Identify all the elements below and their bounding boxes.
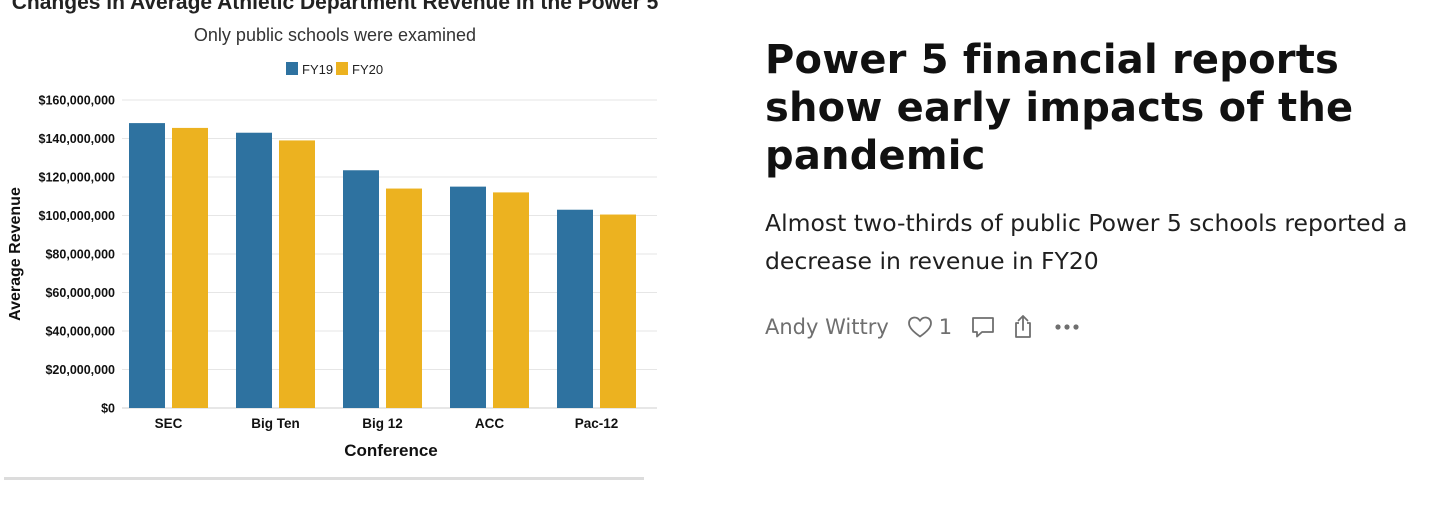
like-button[interactable]: 1: [907, 315, 970, 339]
more-icon[interactable]: [1054, 322, 1080, 332]
bar-fy20-big-12: [386, 188, 422, 408]
y-axis-ticks: $0 $20,000,000 $40,000,000 $60,000,000 $80,0…: [39, 94, 116, 416]
bar-fy20-pac-12: [600, 214, 636, 408]
bar-fy19-pac-12: [557, 209, 593, 408]
post-subtitle: Almost two-thirds of public Power 5 scho…: [765, 209, 1408, 275]
post-preview[interactable]: Power 5 financial reports show early imp…: [765, 36, 1450, 342]
y-tick-label: $60,000,000: [45, 286, 115, 300]
share-icon[interactable]: [1012, 314, 1034, 340]
revenue-chart: Changes in Average Athletic Department R…: [4, 0, 659, 480]
bar-fy19-big-ten: [236, 132, 272, 408]
legend-label-fy20: FY20: [352, 62, 383, 77]
bar-fy19-sec: [129, 123, 165, 408]
chart-thumbnail[interactable]: Changes in Average Athletic Department R…: [0, 0, 664, 490]
legend-label-fy19: FY19: [302, 62, 333, 77]
bar-fy20-acc: [493, 192, 529, 408]
bar-fy20-sec: [172, 127, 208, 408]
y-tick-label: $140,000,000: [39, 132, 116, 146]
chart-legend: FY19 FY20: [286, 62, 383, 77]
chart-title: Changes in Average Athletic Department R…: [12, 0, 659, 14]
chart-subtitle: Only public schools were examined: [194, 25, 476, 45]
legend-swatch-fy19: [286, 62, 298, 75]
y-tick-label: $20,000,000: [45, 363, 115, 377]
y-tick-label: $160,000,000: [39, 94, 116, 108]
x-tick-label: Pac-12: [575, 416, 619, 431]
x-tick-label: SEC: [155, 416, 183, 431]
x-axis-ticks: SEC Big Ten Big 12 ACC Pac-12: [155, 416, 619, 431]
y-tick-label: $80,000,000: [45, 248, 115, 262]
x-axis-label: Conference: [344, 441, 438, 460]
post-title[interactable]: Power 5 financial reports show early imp…: [765, 37, 1354, 179]
heart-icon: [907, 315, 933, 339]
like-count: 1: [938, 315, 953, 339]
y-tick-label: $100,000,000: [39, 209, 116, 223]
source-note: [4, 477, 644, 480]
y-tick-label: $40,000,000: [45, 325, 115, 339]
bar-fy19-acc: [450, 186, 486, 408]
bar-fy19-big-12: [343, 170, 379, 408]
x-tick-label: ACC: [475, 416, 504, 431]
chart-bars: [129, 123, 636, 409]
legend-swatch-fy20: [336, 62, 348, 75]
bar-fy20-big-ten: [279, 140, 315, 409]
y-tick-label: $120,000,000: [39, 171, 116, 185]
x-tick-label: Big Ten: [251, 416, 300, 431]
x-tick-label: Big 12: [362, 416, 403, 431]
comment-icon[interactable]: [970, 314, 996, 340]
post-meta: Andy Wittry 1: [765, 312, 1450, 342]
y-tick-label: $0: [101, 402, 115, 416]
author-name[interactable]: Andy Wittry: [765, 315, 889, 339]
y-axis-label: Average Revenue: [7, 187, 24, 321]
